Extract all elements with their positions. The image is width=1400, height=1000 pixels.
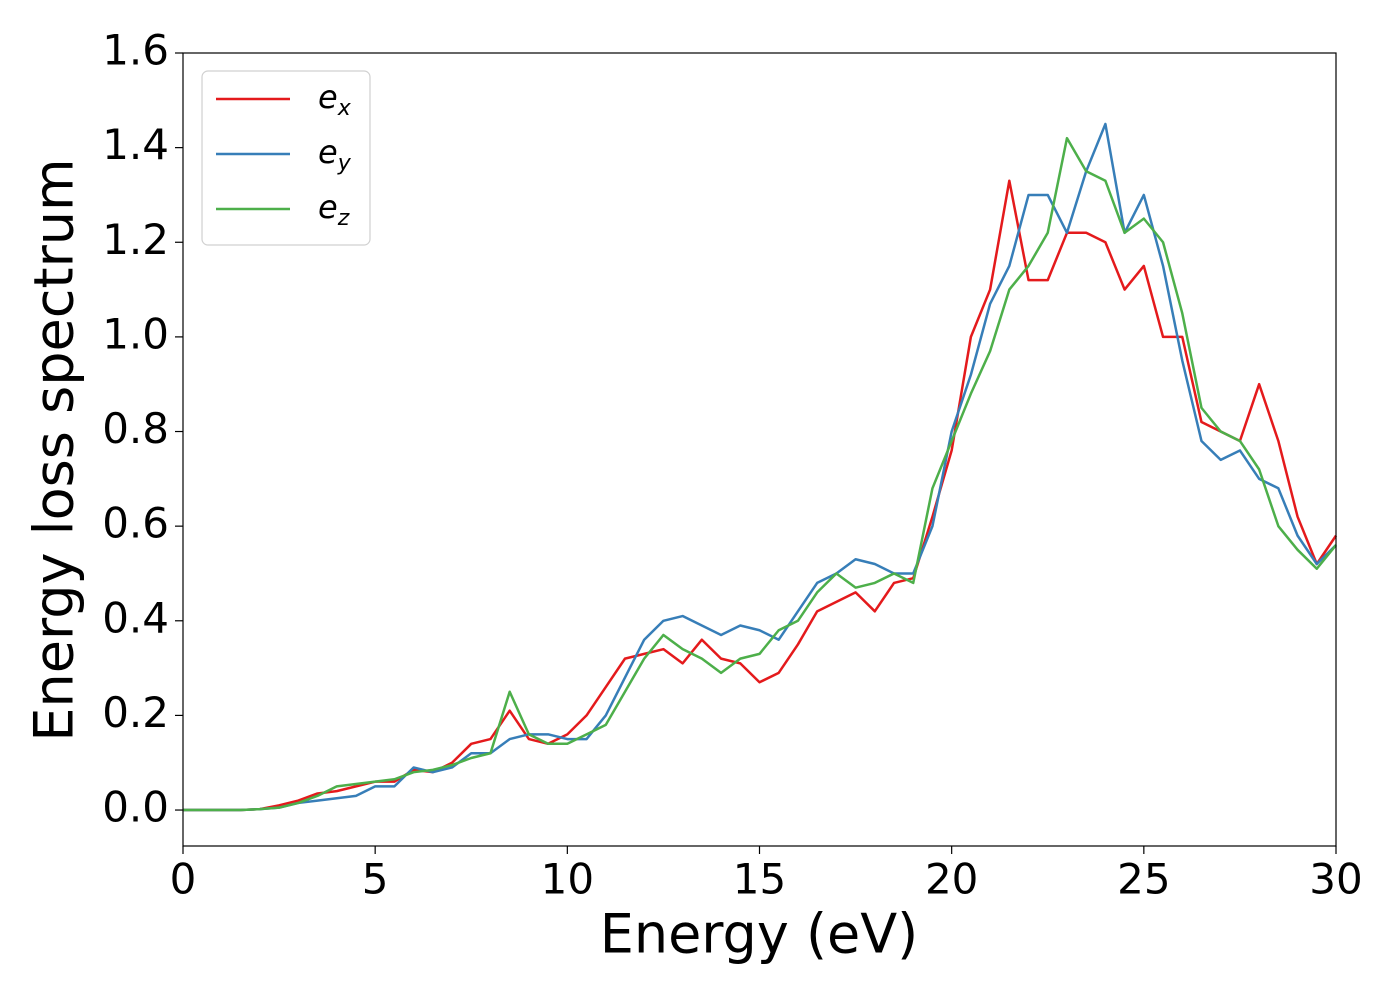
x-axis-label: Energy (eV) <box>600 903 919 966</box>
x-tick-label: 0 <box>170 855 197 904</box>
y-tick-label: 0.0 <box>102 783 169 832</box>
y-tick-label: 0.2 <box>102 688 169 737</box>
x-tick-label: 15 <box>733 855 786 904</box>
series-line <box>183 122 1337 812</box>
y-tick-label: 1.0 <box>102 309 169 358</box>
legend-label: ex <box>318 78 352 121</box>
series-line <box>183 179 1338 812</box>
y-tick-label: 0.8 <box>102 404 169 453</box>
x-tick-label: 10 <box>541 855 594 904</box>
y-tick-label: 1.4 <box>102 120 169 169</box>
x-tick-label: 5 <box>362 855 389 904</box>
legend-box <box>201 70 371 246</box>
x-tick-label: 20 <box>925 855 978 904</box>
y-axis-label: Energy loss spectrum <box>23 158 86 741</box>
series-line <box>183 136 1337 812</box>
y-tick-label: 1.2 <box>102 215 169 264</box>
y-tick-label: 1.6 <box>102 26 169 75</box>
x-tick-label: 25 <box>1117 855 1170 904</box>
y-tick-label: 0.4 <box>102 593 169 642</box>
x-tick-label: 30 <box>1309 855 1362 904</box>
legend-label: ez <box>318 188 350 231</box>
y-tick-label: 0.6 <box>102 499 169 548</box>
legend-label: ey <box>318 133 352 176</box>
